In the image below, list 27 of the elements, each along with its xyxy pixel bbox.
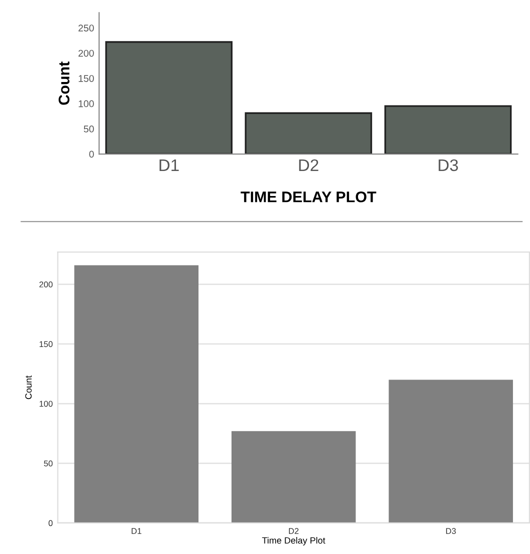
x-tick-label: D1: [132, 528, 142, 534]
x-axis-title: TIME DELAY PLOT: [240, 191, 376, 202]
x-tick-label: D3: [438, 159, 458, 172]
bar: [74, 265, 198, 523]
x-tick-label: D1: [160, 159, 179, 171]
x-tick-label: D2: [299, 159, 318, 171]
y-tick-label: 100: [40, 400, 53, 407]
x-tick-label: D3: [446, 528, 456, 534]
y-tick-label: 200: [78, 50, 94, 57]
y-axis-title: Count: [25, 376, 32, 400]
bar: [384, 105, 512, 154]
y-tick-label: 150: [78, 75, 94, 82]
bar: [105, 41, 233, 154]
bar: [232, 431, 356, 523]
y-axis-title: Count: [58, 62, 70, 105]
x-tick-label: D2: [288, 528, 299, 534]
y-tick-label: 0: [89, 150, 94, 158]
y-tick-label: 200: [39, 281, 53, 288]
y-tick-label: 100: [78, 100, 94, 108]
bar: [388, 380, 513, 523]
x-axis-title: Time Delay Plot: [262, 536, 326, 546]
y-tick-label: 150: [40, 341, 53, 348]
y-tick-label: 0: [48, 520, 53, 526]
y-tick-label: 50: [44, 460, 53, 466]
y-tick-label: 50: [84, 126, 94, 132]
bar: [244, 112, 372, 154]
y-tick-label: 250: [78, 24, 94, 32]
